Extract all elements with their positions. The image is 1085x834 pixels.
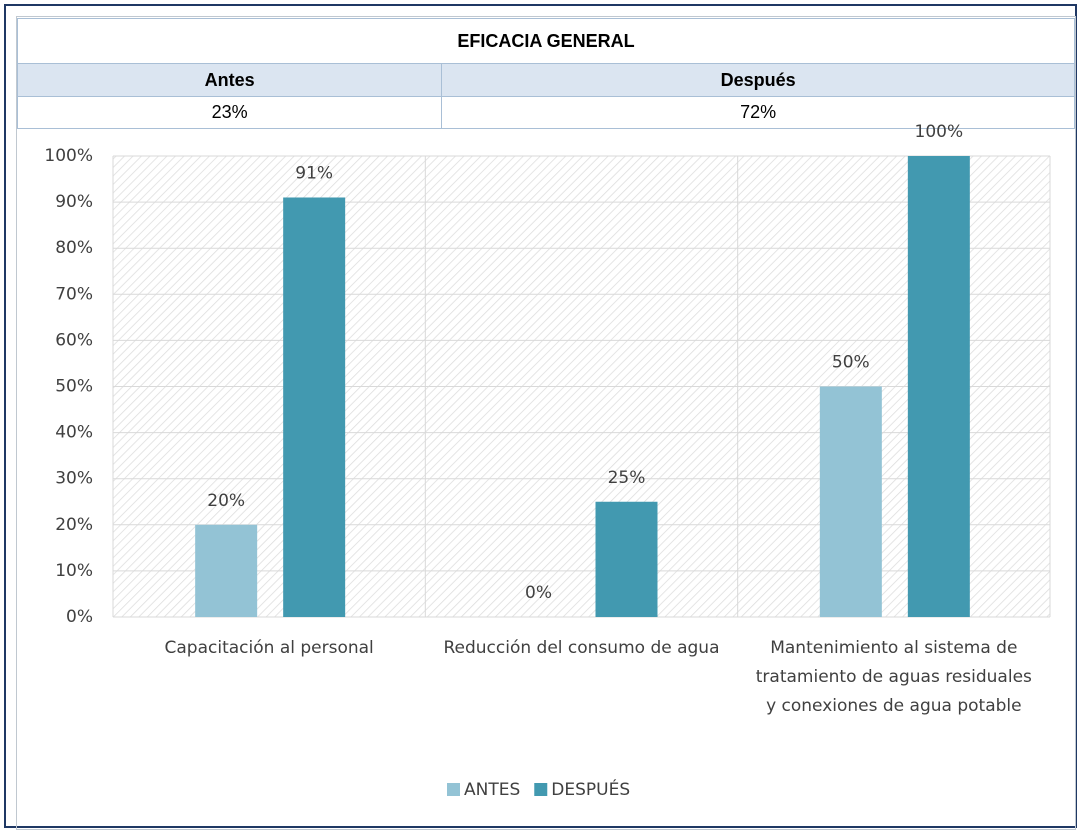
legend-label: DESPUÉS [551, 778, 630, 800]
legend-swatch [534, 783, 548, 796]
data-label: 25% [608, 468, 646, 488]
data-label: 0% [525, 583, 552, 603]
y-tick-label: 50% [55, 377, 93, 397]
inner-border [16, 16, 1076, 830]
data-label: 100% [915, 122, 964, 142]
y-tick-label: 20% [55, 515, 93, 535]
table-title: EFICACIA GENERAL [17, 18, 1075, 64]
y-tick-label: 30% [55, 469, 93, 489]
summary-table: EFICACIA GENERAL Antes Después 23% 72% [16, 18, 1075, 129]
legend-swatch [447, 783, 460, 796]
bar [819, 386, 882, 617]
y-tick-label: 40% [55, 423, 93, 443]
y-tick-label: 80% [55, 238, 93, 258]
y-tick-label: 10% [55, 561, 93, 581]
y-tick-label: 60% [55, 330, 93, 350]
y-tick-label: 90% [55, 192, 93, 212]
bar [283, 197, 346, 618]
y-tick-label: 0% [66, 607, 93, 627]
table-cell: 72% [441, 96, 1075, 129]
table-cell: 23% [16, 96, 443, 129]
data-label: 91% [295, 163, 333, 183]
bar [195, 524, 258, 617]
data-label: 20% [207, 491, 245, 511]
x-tick-label: Capacitación al personal [164, 638, 374, 658]
x-tick-label: Reducción del consumo de agua [443, 638, 720, 658]
outer-border [4, 4, 1077, 828]
table-header: Después [441, 63, 1075, 97]
bar [595, 501, 658, 617]
bar [907, 156, 970, 617]
legend-label: ANTES [464, 780, 520, 800]
data-label: 50% [832, 353, 870, 373]
x-tick-label: Mantenimiento al sistema de tratamiento … [755, 638, 1032, 716]
y-tick-label: 70% [55, 284, 93, 304]
y-tick-label: 100% [44, 146, 93, 166]
